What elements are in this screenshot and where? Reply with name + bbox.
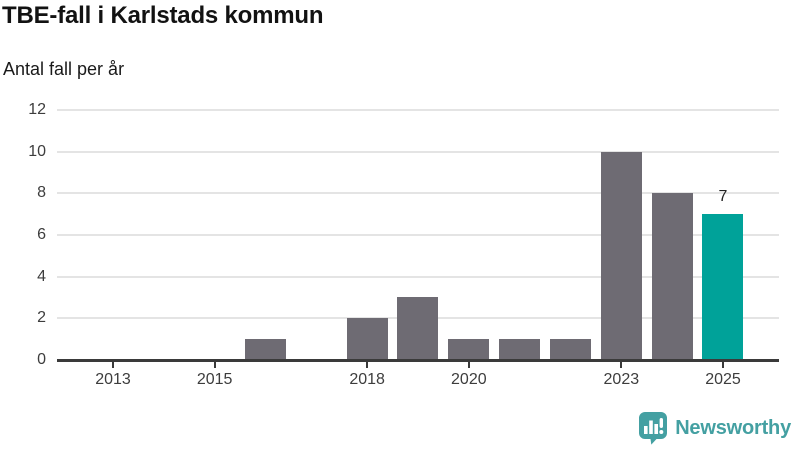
x-tick-2020 <box>467 362 470 368</box>
x-axis-label-2013: 2013 <box>95 371 131 388</box>
x-axis-label-2023: 2023 <box>603 371 640 388</box>
x-tick-2023 <box>620 362 623 368</box>
x-tick-2025 <box>721 362 724 368</box>
gridline-y-4 <box>57 275 779 278</box>
brand-name: Newsworthy <box>675 416 791 439</box>
x-axis-label-2015: 2015 <box>196 371 233 388</box>
x-axis-label-2020: 2020 <box>451 371 487 388</box>
bar-2021 <box>499 339 541 360</box>
bar-2020 <box>448 339 490 360</box>
gridline-y-8 <box>57 192 779 195</box>
bar-2016 <box>244 339 286 360</box>
brand-logo: Newsworthy <box>638 411 791 445</box>
bar-2025 <box>702 214 744 360</box>
x-axis-label-2025: 2025 <box>705 371 741 388</box>
x-axis-label-2018: 2018 <box>349 371 385 388</box>
y-axis-label-6: 6 <box>37 225 46 243</box>
gridline-y-12 <box>57 108 779 111</box>
y-axis-label-10: 10 <box>28 142 46 160</box>
bar-2022 <box>549 339 591 360</box>
y-axis-label-8: 8 <box>37 184 46 202</box>
bar-2019 <box>397 297 439 360</box>
x-axis-line <box>57 359 779 362</box>
y-axis-label-2: 2 <box>37 309 46 327</box>
y-axis-label-4: 4 <box>37 267 46 285</box>
x-tick-2013 <box>112 362 114 368</box>
chart-title: TBE-fall i Karlstads kommun <box>2 2 324 29</box>
bar-2023 <box>600 151 642 360</box>
y-axis-label-12: 12 <box>28 100 46 118</box>
newsworthy-bar-chart-bubble-icon <box>638 411 668 445</box>
y-axis-label-0: 0 <box>37 351 46 368</box>
gridline-y-6 <box>57 233 779 236</box>
x-tick-2018 <box>366 362 369 368</box>
x-tick-2015 <box>213 362 216 368</box>
bar-2024 <box>651 193 693 360</box>
gridline-y-10 <box>57 150 779 153</box>
bar-value-label-2025: 7 <box>718 188 728 206</box>
chart-subtitle: Antal fall per år <box>3 59 125 79</box>
bar-2018 <box>346 318 388 360</box>
